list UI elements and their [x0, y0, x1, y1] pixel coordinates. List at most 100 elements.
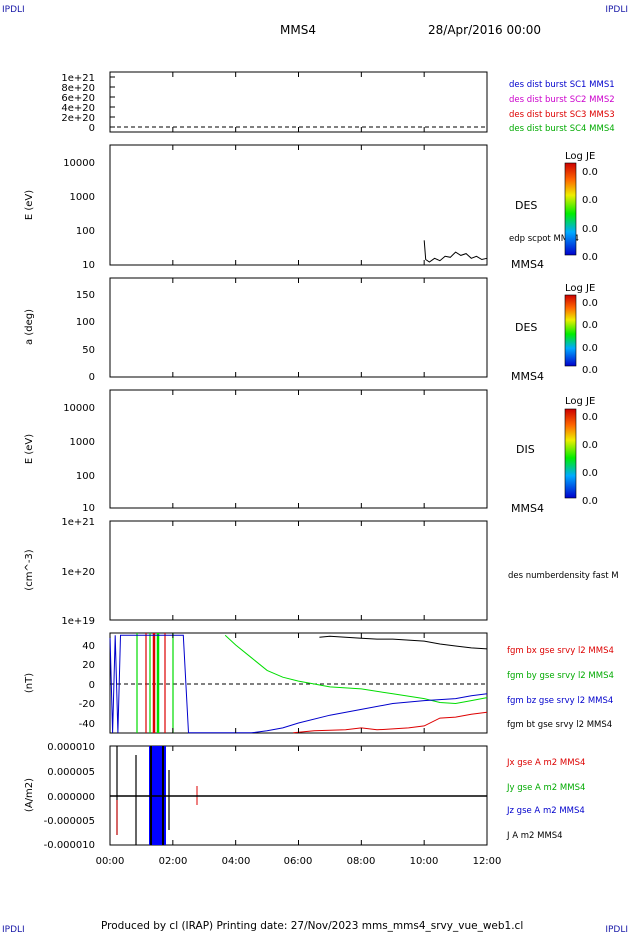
cbar-4-tick-1: 0.0 [582, 440, 598, 451]
corner-label-bl: IPDLI [2, 925, 25, 934]
p3-ylabel: a (deg) [24, 309, 35, 345]
scpot-series-line [423, 240, 488, 263]
cbar-4-gradient [564, 408, 577, 499]
p6-tick-40: 40 [82, 641, 95, 652]
cbar-3-tick-2: 0.0 [582, 343, 598, 354]
footer-credit: Produced by cl (IRAP) Printing date: 27/… [101, 920, 523, 932]
bx-series-line [293, 711, 488, 734]
p2-tick-100: 100 [76, 226, 95, 237]
p4-bottom-right-label: MMS4 [511, 502, 544, 515]
p1-tick-3: 4e+20 [61, 103, 95, 114]
panel-5-frame [109, 520, 488, 621]
x-tick-0000: 00:00 [96, 856, 125, 867]
p7-legend-j: J A m2 MMS4 [506, 831, 563, 841]
cbar-3-tick-3: 0.0 [582, 365, 598, 376]
p3-tick-150: 150 [76, 290, 95, 301]
p6-legend-bz: fgm bz gse srvy l2 MMS4 [507, 696, 613, 706]
x-tick-0200: 02:00 [159, 856, 188, 867]
p5-ylabel: (cm^-3) [24, 549, 35, 590]
p6-legend-bt: fgm bt gse srvy l2 MMS4 [507, 720, 612, 730]
p1-legend-mms3: des dist burst SC3 MMS3 [509, 110, 615, 120]
p7-legend-jz: Jz gse A m2 MMS4 [506, 806, 585, 816]
p3-side-label: DES [515, 321, 537, 334]
cbar-4-title: Log JE [565, 396, 595, 407]
cbar-3-tick-1: 0.0 [582, 320, 598, 331]
p4-tick-100: 100 [76, 471, 95, 482]
cbar-4-tick-2: 0.0 [582, 468, 598, 479]
p1-legend-mms1: des dist burst SC1 MMS1 [509, 80, 615, 90]
p7-tick-pos5: 0.000005 [47, 767, 95, 778]
cbar-2-tick-0: 0.0 [582, 167, 598, 178]
p6-legend-by: fgm by gse srvy l2 MMS4 [507, 671, 614, 681]
colorbar-panel-2: Log JE 0.0 0.0 0.0 0.0 [564, 151, 598, 263]
header-spacecraft: MMS4 [280, 23, 316, 37]
p6-ylabel: (nT) [24, 673, 35, 693]
cbar-2-tick-1: 0.0 [582, 195, 598, 206]
p4-tick-1000: 1000 [70, 437, 95, 448]
cbar-3-title: Log JE [565, 283, 595, 294]
p4-tick-10000: 10000 [63, 403, 95, 414]
panel-1-frame [109, 71, 488, 133]
x-tick-0800: 08:00 [347, 856, 376, 867]
x-axis-ticks [109, 72, 488, 845]
p7-ylabel: (A/m2) [24, 778, 35, 812]
p7-tick-neg10: -0.000010 [44, 840, 95, 851]
p6-tick-20: 20 [82, 660, 95, 671]
x-tick-1000: 10:00 [410, 856, 439, 867]
p1-legend-mms2: des dist burst SC2 MMS2 [509, 95, 615, 105]
colorbar-panel-4: Log JE 0.0 0.0 0.0 0.0 [564, 396, 598, 507]
cbar-2-gradient [564, 162, 577, 256]
cbar-2-tick-3: 0.0 [582, 252, 598, 263]
p5-tick-1e21: 1e+21 [61, 517, 95, 528]
bt-series-line [319, 635, 488, 650]
corner-label-tl: IPDLI [2, 5, 25, 15]
corner-label-br: IPDLI [605, 925, 628, 934]
p6-tick-neg40: -40 [79, 719, 95, 730]
p2-tick-1000: 1000 [70, 192, 95, 203]
p2-tick-10000: 10000 [63, 158, 95, 169]
p3-tick-50: 50 [82, 345, 95, 356]
corner-label-tr: IPDLI [605, 5, 628, 15]
p7-tick-neg5: -0.000005 [44, 816, 95, 827]
panel-6-frame [109, 632, 488, 734]
p7-tick-0: 0.000000 [47, 792, 95, 803]
panel-2-frame [109, 144, 488, 266]
panel-3-frame [109, 277, 488, 378]
p4-side-label: DIS [516, 443, 535, 456]
p1-tick-4: 2e+20 [61, 113, 95, 124]
x-tick-0400: 04:00 [222, 856, 251, 867]
p2-right-label: edp scpot MMS4 [509, 234, 579, 244]
p1-tick-1: 8e+20 [61, 83, 95, 94]
p4-tick-10: 10 [82, 503, 95, 514]
x-tick-1200: 12:00 [473, 856, 502, 867]
x-tick-0600: 06:00 [284, 856, 313, 867]
p5-right-label: des numberdensity fast M [508, 571, 619, 581]
p1-legend-mms4: des dist burst SC4 MMS4 [509, 124, 615, 134]
p7-legend-jy: Jy gse A m2 MMS4 [506, 783, 585, 793]
colorbar-panel-3: Log JE 0.0 0.0 0.0 0.0 [564, 283, 598, 376]
p4-ylabel: E (eV) [24, 434, 35, 464]
p2-ylabel: E (eV) [24, 190, 35, 220]
p6-tick-0: 0 [89, 680, 95, 691]
p6-tick-neg20: -20 [79, 699, 95, 710]
cbar-4-tick-0: 0.0 [582, 412, 598, 423]
p2-bottom-right-label: MMS4 [511, 258, 544, 271]
cbar-2-tick-2: 0.0 [582, 224, 598, 235]
p1-tick-0: 1e+21 [61, 73, 95, 84]
cbar-3-gradient [564, 294, 577, 367]
cbar-2-title: Log JE [565, 151, 595, 162]
by-series-line [224, 634, 488, 705]
header-date: 28/Apr/2016 00:00 [428, 23, 541, 37]
p5-tick-1e20: 1e+20 [61, 567, 95, 578]
p1-tick-5: 0 [89, 123, 95, 134]
p6-legend-bx: fgm bx gse srvy l2 MMS4 [507, 646, 614, 656]
p2-side-label: DES [515, 199, 537, 212]
cbar-3-tick-0: 0.0 [582, 298, 598, 309]
p3-bottom-right-label: MMS4 [511, 370, 544, 383]
panel-4-frame [109, 389, 488, 509]
p2-tick-10: 10 [82, 260, 95, 271]
p3-tick-100: 100 [76, 317, 95, 328]
p6-spike-lines [136, 633, 174, 733]
p1-tick-2: 6e+20 [61, 93, 95, 104]
